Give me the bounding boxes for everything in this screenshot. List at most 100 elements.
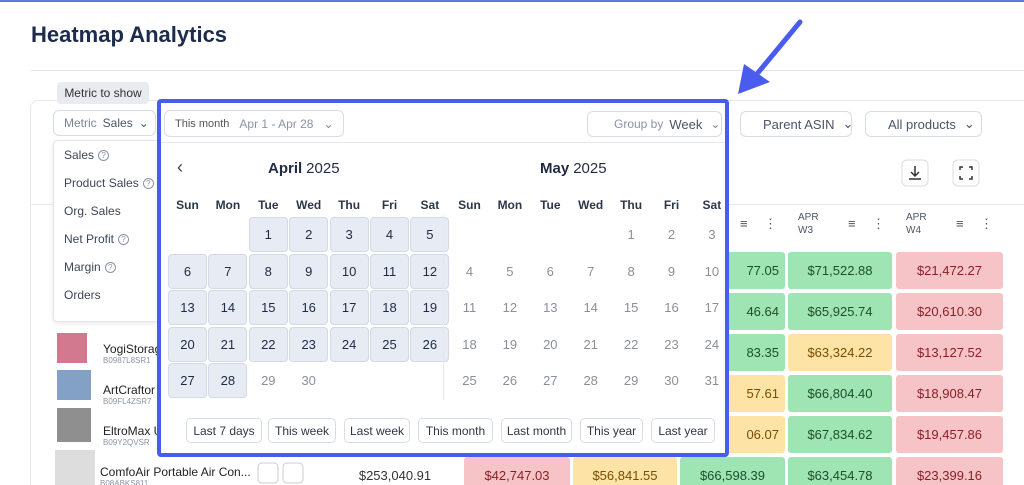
day[interactable]: 16 xyxy=(289,290,329,326)
heat-cell: $23,399.16 xyxy=(896,457,1003,485)
prev-arrow[interactable]: ‹ xyxy=(177,157,183,177)
day[interactable]: 9 xyxy=(667,263,676,279)
day[interactable]: 14 xyxy=(583,300,598,316)
day[interactable]: 28 xyxy=(208,363,248,399)
day[interactable]: 24 xyxy=(704,336,720,352)
help-icon: ? xyxy=(104,261,116,273)
day[interactable]: 18 xyxy=(370,290,409,326)
day[interactable]: 20 xyxy=(543,336,558,352)
heat-cell: $20,610.30 xyxy=(896,293,1003,330)
day[interactable]: 13 xyxy=(543,300,558,316)
day[interactable]: 29 xyxy=(261,373,276,389)
quick-range[interactable]: Last year xyxy=(651,418,715,443)
metric-option[interactable]: Org. Sales xyxy=(64,203,121,219)
page-title: Heatmap Analytics xyxy=(31,22,228,47)
help-icon: ? xyxy=(98,149,110,161)
filter-button[interactable]: All products ⌄ xyxy=(865,111,982,137)
heat-cell: $65,925.74 xyxy=(788,293,892,330)
day[interactable]: 24 xyxy=(329,326,369,362)
quick-range[interactable]: Last week xyxy=(344,418,410,443)
product-asin: B0987L8SR1 xyxy=(103,356,151,365)
day[interactable]: 26 xyxy=(502,373,518,389)
day[interactable]: 5 xyxy=(506,263,514,279)
separator xyxy=(161,142,725,143)
day[interactable]: 16 xyxy=(664,300,679,316)
day[interactable]: 3 xyxy=(708,227,716,242)
day[interactable]: 4 xyxy=(465,263,474,279)
help-icon: ? xyxy=(142,177,154,189)
top-line xyxy=(0,0,1024,2)
day[interactable]: 18 xyxy=(462,336,477,352)
range-value: Apr 1 - Apr 28 xyxy=(239,116,314,131)
heat-cell: $21,472.27 xyxy=(896,252,1003,289)
day[interactable]: 5 xyxy=(410,217,450,252)
day[interactable]: 13 xyxy=(168,290,207,326)
metric-select[interactable]: Metric Sales ⌄ xyxy=(53,110,156,136)
day[interactable]: 1 xyxy=(248,217,288,252)
weekday: Tue xyxy=(540,198,561,212)
day[interactable]: 31 xyxy=(704,373,720,389)
day[interactable]: 28 xyxy=(583,373,598,389)
day[interactable]: 19 xyxy=(502,336,518,352)
day[interactable]: 25 xyxy=(462,373,477,389)
filter-button[interactable]: Parent ASIN ⌄ xyxy=(740,111,853,137)
day[interactable]: 15 xyxy=(248,290,288,326)
day[interactable]: 3 xyxy=(329,217,369,252)
day[interactable]: 29 xyxy=(623,373,639,389)
day[interactable]: 4 xyxy=(370,217,409,252)
metric-option[interactable]: Sales? xyxy=(64,147,110,163)
heat-cell: $56,841.55 xyxy=(573,457,677,485)
metric-option[interactable]: Product Sales? xyxy=(64,175,154,191)
day[interactable]: 2 xyxy=(289,217,329,252)
quick-range[interactable]: This year xyxy=(580,418,643,443)
weekday: Fri xyxy=(381,198,398,212)
day[interactable]: 23 xyxy=(289,326,329,362)
group-by-button[interactable]: Group by Week ⌄ xyxy=(587,111,722,137)
range-button[interactable]: This month Apr 1 - Apr 28 ⌄ xyxy=(164,110,344,137)
day[interactable]: 14 xyxy=(208,290,248,326)
day[interactable]: 27 xyxy=(543,373,558,389)
group-by-label: Group by xyxy=(614,117,664,131)
day[interactable]: 1 xyxy=(627,227,635,242)
day[interactable]: 8 xyxy=(627,263,635,279)
day[interactable]: 12 xyxy=(410,253,450,289)
day[interactable]: 6 xyxy=(546,263,554,279)
day[interactable]: 22 xyxy=(623,336,639,352)
day[interactable]: 26 xyxy=(410,326,450,362)
day[interactable]: 10 xyxy=(329,253,369,289)
heat-cell: $63,454.78 xyxy=(788,457,892,485)
day[interactable]: 9 xyxy=(289,253,329,289)
metric-option[interactable]: Margin? xyxy=(64,259,116,275)
day[interactable]: 11 xyxy=(370,253,409,289)
filter-label: Parent ASIN xyxy=(763,116,835,132)
day[interactable]: 22 xyxy=(248,326,288,362)
day[interactable]: 20 xyxy=(168,326,207,362)
day[interactable]: 15 xyxy=(623,300,639,316)
heat-cell: $66,804.40 xyxy=(788,375,892,412)
day[interactable]: 2 xyxy=(667,227,676,242)
metric-option[interactable]: Net Profit? xyxy=(64,231,130,247)
day[interactable]: 27 xyxy=(168,363,207,399)
option-label: Org. Sales xyxy=(64,204,121,218)
day[interactable]: 7 xyxy=(208,253,248,289)
metric-option[interactable]: Orders xyxy=(64,287,101,303)
day[interactable]: 17 xyxy=(704,300,720,316)
day[interactable]: 23 xyxy=(664,336,679,352)
day[interactable]: 6 xyxy=(168,253,207,289)
day[interactable]: 19 xyxy=(410,290,450,326)
quick-range[interactable]: This month xyxy=(418,418,493,443)
day[interactable]: 11 xyxy=(462,300,477,316)
day[interactable]: 17 xyxy=(329,290,369,326)
day[interactable]: 30 xyxy=(301,373,316,389)
day[interactable]: 8 xyxy=(248,253,288,289)
quick-range[interactable]: Last 7 days xyxy=(186,418,262,443)
day[interactable]: 21 xyxy=(208,326,248,362)
day[interactable]: 30 xyxy=(664,373,679,389)
day[interactable]: 7 xyxy=(587,263,595,279)
day[interactable]: 10 xyxy=(704,263,720,279)
day[interactable]: 25 xyxy=(370,326,409,362)
quick-range[interactable]: This week xyxy=(268,418,336,443)
day[interactable]: 21 xyxy=(583,336,598,352)
quick-range[interactable]: Last month xyxy=(501,418,572,443)
day[interactable]: 12 xyxy=(502,300,518,316)
